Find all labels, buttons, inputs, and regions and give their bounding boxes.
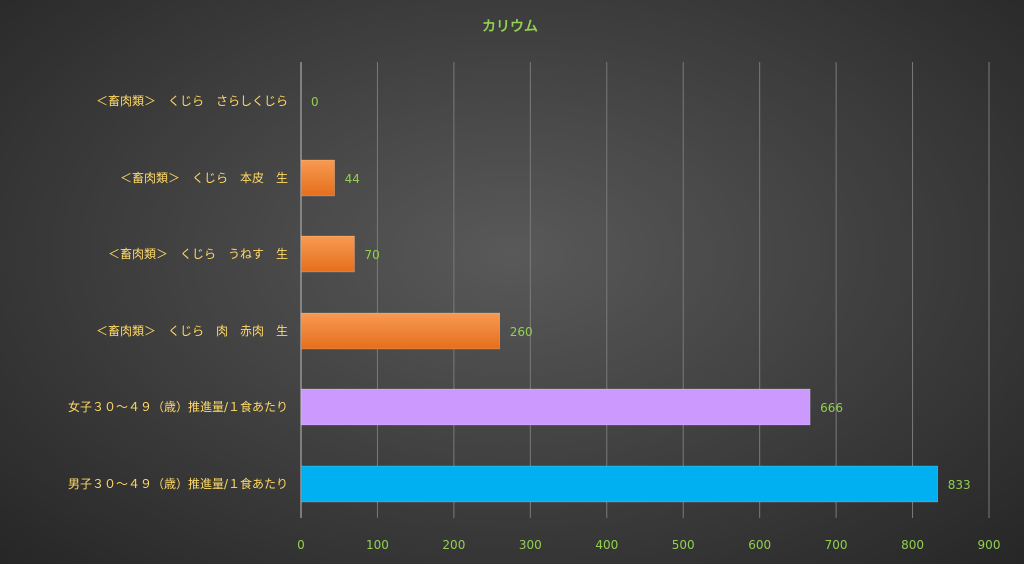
category-label: ＜畜肉類＞ くじら 肉 赤肉 生 bbox=[96, 323, 288, 338]
x-tick-label: 100 bbox=[366, 538, 389, 552]
category-label: 女子３０～４９（歳）推進量/１食あたり bbox=[68, 399, 288, 414]
x-tick-label: 800 bbox=[901, 538, 924, 552]
data-label: 666 bbox=[820, 401, 843, 415]
bar-2 bbox=[300, 235, 355, 273]
x-tick-label: 300 bbox=[519, 538, 542, 552]
category-label: ＜畜肉類＞ くじら 本皮 生 bbox=[120, 170, 288, 185]
data-label: 833 bbox=[948, 478, 971, 492]
x-tick-label: 200 bbox=[442, 538, 465, 552]
x-tick-label: 0 bbox=[297, 538, 305, 552]
bar-1 bbox=[300, 159, 335, 197]
data-label: 44 bbox=[345, 172, 360, 186]
bar-3 bbox=[300, 312, 501, 350]
category-label: ＜畜肉類＞ くじら うねす 生 bbox=[108, 246, 288, 261]
bar-5 bbox=[300, 465, 939, 503]
data-label: 260 bbox=[510, 325, 533, 339]
category-label: 男子３０～４９（歳）推進量/１食あたり bbox=[68, 476, 288, 491]
x-tick-label: 600 bbox=[748, 538, 771, 552]
bar-4 bbox=[300, 388, 811, 426]
labels: 0 100 200 300 400 500 600 700 800 900＜畜肉類＞ くじら さら… bbox=[68, 93, 1001, 552]
x-tick-label: 700 bbox=[825, 538, 848, 552]
data-label: 0 bbox=[311, 95, 319, 109]
chart-title: カリウム bbox=[482, 19, 538, 35]
bars bbox=[300, 159, 939, 503]
grid-lines bbox=[300, 62, 990, 518]
x-tick-label: 400 bbox=[595, 538, 618, 552]
data-label: 70 bbox=[365, 248, 380, 262]
x-tick-label: 500 bbox=[672, 538, 695, 552]
category-label: ＜畜肉類＞ くじら さらしくじら bbox=[96, 93, 288, 108]
x-tick-label: 900 bbox=[978, 538, 1001, 552]
